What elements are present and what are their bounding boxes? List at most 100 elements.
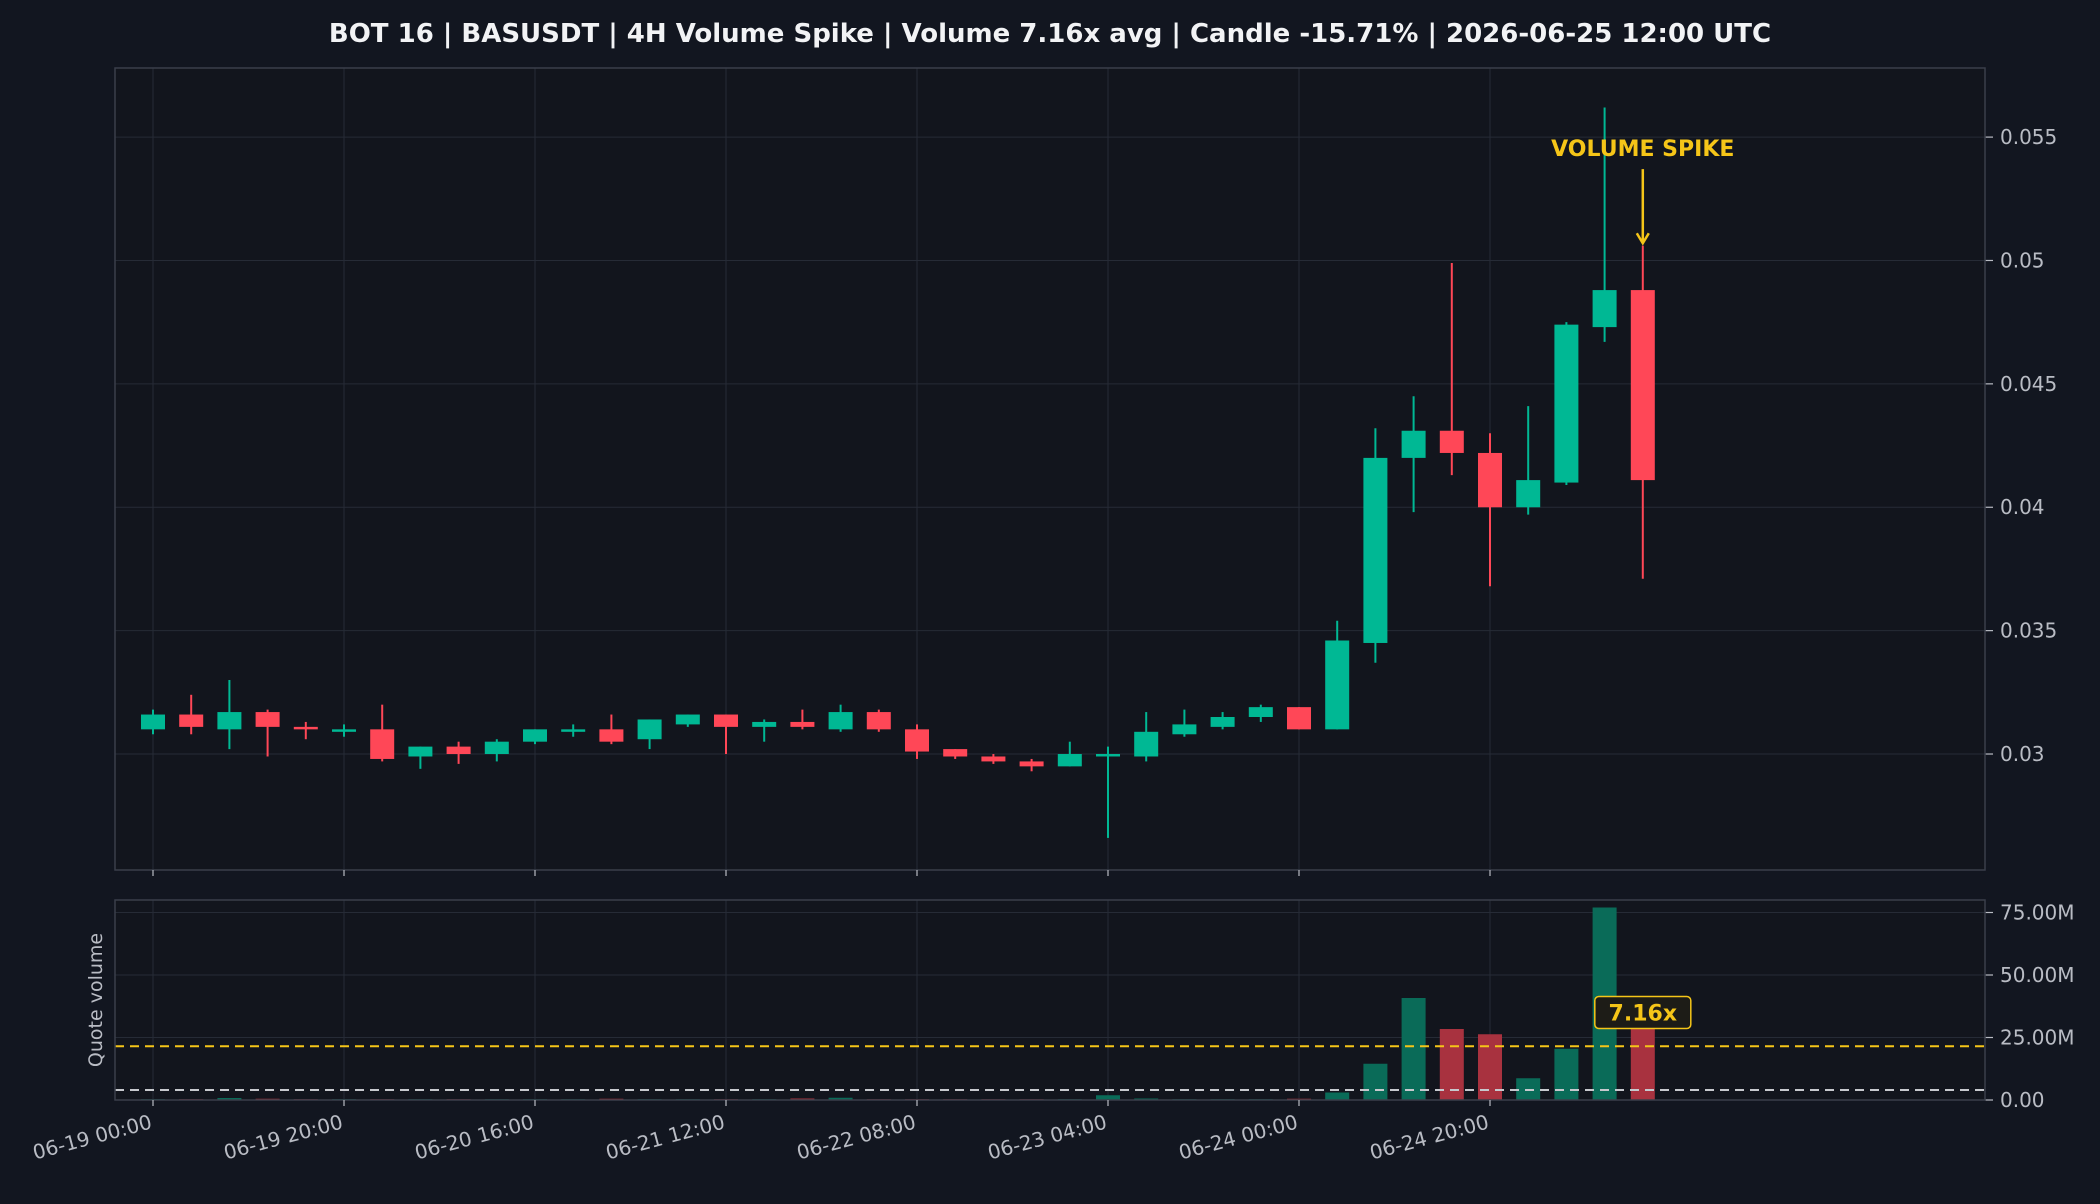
candle-body — [599, 729, 624, 742]
volume-tick-label: 50.00M — [2000, 963, 2075, 987]
candle-body — [1172, 724, 1197, 735]
candle-body — [332, 729, 356, 732]
candle-down — [599, 714, 624, 745]
volume-axis: 0.00 25.00M 50.00M 75.00M — [1985, 901, 2075, 1112]
candle-body — [637, 719, 662, 740]
candle-up — [141, 709, 165, 735]
candle-body — [790, 721, 815, 727]
candle-body — [1019, 761, 1044, 767]
candle-body — [1248, 707, 1273, 718]
candle-body — [714, 714, 738, 727]
candle-body — [675, 714, 700, 725]
ratio-badge-label: 7.16x — [1609, 1002, 1677, 1027]
candle-up — [561, 724, 586, 737]
candle-up — [1096, 746, 1120, 838]
price-tick-label: 0.04 — [2000, 495, 2045, 519]
volume-reference-lines — [115, 1045, 1985, 1091]
candle-body — [370, 729, 395, 759]
candle-body — [752, 721, 777, 727]
candle-body — [1210, 717, 1235, 727]
candle-body — [1363, 457, 1388, 643]
candle-up — [1057, 741, 1082, 767]
candle-down — [981, 754, 1006, 764]
candle-body — [905, 729, 929, 752]
candle-up — [523, 729, 547, 745]
ratio-badge-box — [1594, 995, 1692, 1030]
volume-bar — [828, 1097, 853, 1100]
candle-up — [1363, 428, 1388, 663]
volume-panel-background — [115, 900, 1985, 1100]
candle-body — [408, 746, 433, 757]
volume-vertical-grid — [152, 900, 1491, 1100]
candle-up — [1516, 406, 1541, 515]
candle-up — [332, 724, 356, 737]
candle-body — [561, 729, 586, 732]
candle-down — [1478, 433, 1502, 587]
price-tick-label: 0.035 — [2000, 619, 2057, 643]
volume-tick-label: 25.00M — [2000, 1026, 2075, 1050]
candle-body — [217, 712, 242, 730]
candle-down — [1019, 758, 1044, 772]
candle-body — [1592, 290, 1617, 328]
candle-up — [1554, 322, 1579, 486]
price-tick-label: 0.03 — [2000, 742, 2045, 766]
candle-up — [484, 739, 509, 762]
candle-body — [446, 746, 471, 755]
volume-spike-label: VOLUME SPIKE — [1551, 137, 1734, 162]
candle-down — [179, 694, 204, 735]
candle-up — [1210, 712, 1235, 730]
volume-bar — [1096, 1095, 1120, 1100]
candle-up — [1248, 704, 1273, 722]
candle-body — [484, 741, 509, 755]
ratio-badge: 7.16x — [1594, 995, 1692, 1030]
volume-bar — [1439, 1029, 1464, 1100]
price-tick-label: 0.055 — [2000, 125, 2057, 149]
volume-bar — [1363, 1063, 1388, 1100]
candle-down — [1439, 262, 1464, 476]
candle-down — [943, 749, 968, 759]
candle-down — [293, 721, 318, 740]
candle-down — [446, 741, 471, 764]
candle-body — [1478, 452, 1502, 508]
volume-bar — [1325, 1092, 1350, 1100]
candle-down — [370, 704, 395, 762]
volume-bar — [1401, 998, 1426, 1100]
candle-body — [1516, 480, 1541, 508]
volume-tick-label: 0.00 — [2000, 1088, 2045, 1112]
candle-body — [293, 726, 318, 730]
volume-panel: 0.00 25.00M 50.00M 75.00M 7.16x Quote volum… — [85, 899, 2075, 1112]
candle-up — [1325, 620, 1350, 730]
candle-body — [523, 729, 547, 742]
candle-down — [905, 724, 929, 759]
candle-up — [1172, 709, 1197, 737]
candle-down — [1630, 245, 1655, 579]
price-panel-frame — [114, 67, 1986, 871]
candle-down — [714, 714, 738, 755]
candle-body — [828, 712, 853, 730]
candle-up — [828, 704, 853, 732]
volume-axis-label: Quote volume — [85, 933, 107, 1067]
candle-body — [866, 712, 891, 730]
candle-down — [790, 709, 815, 730]
spike-arrow-head — [1635, 232, 1650, 246]
price-tick-label: 0.05 — [2000, 248, 2045, 272]
volume-panel-frame — [114, 899, 1986, 1101]
spike-annotation: VOLUME SPIKE — [1551, 137, 1734, 246]
candle-body — [1325, 640, 1350, 730]
price-tick-label: 0.045 — [2000, 372, 2057, 396]
candle-body — [943, 749, 968, 757]
candle-up — [1401, 396, 1426, 513]
candle-body — [981, 756, 1006, 762]
candle-body — [1096, 754, 1120, 757]
candles — [141, 107, 1655, 838]
candle-body — [1134, 731, 1159, 757]
candle-up — [637, 719, 662, 750]
candle-up — [408, 746, 433, 769]
candle-body — [1554, 324, 1579, 483]
candle-down — [255, 709, 280, 757]
candle-body — [1401, 430, 1426, 458]
chart-title: BOT 16 | BASUSDT | 4H Volume Spike | Vol… — [329, 19, 1771, 49]
volume-bar — [1630, 1027, 1655, 1100]
